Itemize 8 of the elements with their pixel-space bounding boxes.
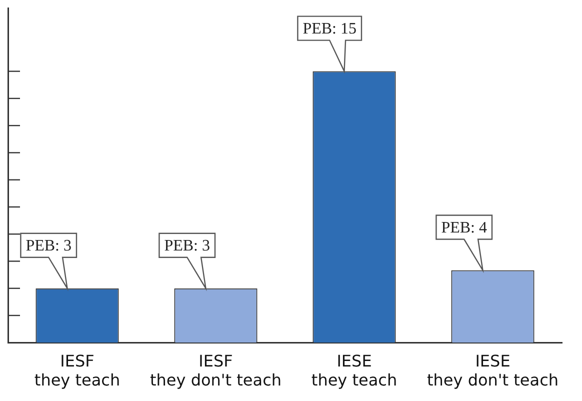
x-tick-label: IESE they don't teach [426,351,559,390]
x-tick-label: IESF they don't teach [150,351,282,390]
data-label: PEB: 15 [302,20,356,38]
data-label: PEB: 3 [164,238,210,255]
x-tick-label: IESF they teach [34,351,120,390]
data-label: PEB: 3 [26,238,72,255]
data-label: PEB: 4 [441,219,487,236]
x-tick-label: IESE they teach [311,351,398,390]
